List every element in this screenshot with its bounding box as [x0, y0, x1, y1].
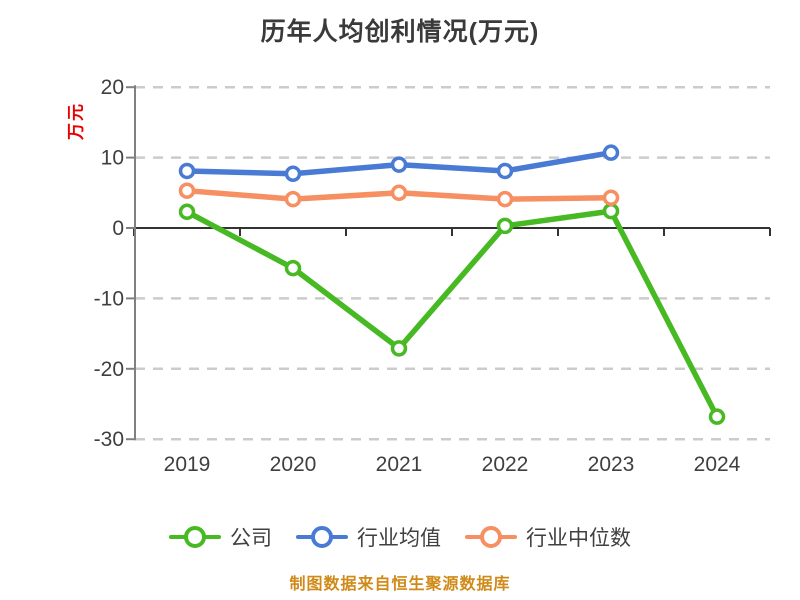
data-point[interactable] [178, 182, 196, 199]
data-point[interactable] [178, 162, 196, 180]
chart-title: 历年人均创利情况(万元) [260, 18, 540, 46]
data-point[interactable] [708, 408, 726, 425]
y-tick-label: -30 [94, 428, 124, 451]
data-point[interactable] [390, 340, 408, 357]
data-point[interactable] [178, 203, 196, 221]
x-tick-label: 2020 [270, 453, 317, 476]
data-point[interactable] [390, 156, 408, 173]
data-point[interactable] [602, 189, 620, 206]
data-point[interactable] [284, 259, 302, 277]
legend-label-industry-mean: 行业均值 [357, 527, 441, 550]
x-tick-label: 2023 [588, 453, 635, 476]
legend-marker-company-icon [169, 526, 221, 548]
legend: 公司 行业均值 行业中位数 [0, 521, 800, 553]
y-tick-label: 0 [112, 217, 124, 240]
legend-item-industry-mean[interactable]: 行业均值 [296, 522, 441, 552]
data-point[interactable] [602, 202, 620, 220]
data-point[interactable] [496, 162, 514, 180]
data-point[interactable] [390, 184, 408, 202]
series-line [184, 208, 720, 420]
data-point[interactable] [284, 190, 302, 208]
data-source-note: 制图数据来自恒生聚源数据库 [289, 576, 511, 593]
x-tick-label: 2024 [694, 453, 741, 476]
y-tick-label: 10 [101, 147, 124, 170]
data-point[interactable] [602, 144, 620, 161]
x-tick-label: 2019 [164, 453, 211, 476]
data-point[interactable] [496, 217, 514, 235]
legend-label-company: 公司 [230, 527, 272, 550]
legend-item-company[interactable]: 公司 [169, 522, 272, 552]
legend-marker-industry-median-icon [465, 526, 517, 548]
legend-marker-industry-mean-icon [296, 526, 348, 548]
y-tick-label: 20 [101, 76, 124, 99]
y-tick-label: -20 [94, 358, 124, 381]
x-tick-label: 2021 [376, 453, 423, 476]
data-point[interactable] [284, 165, 302, 183]
x-tick-label: 2022 [482, 453, 529, 476]
data-point[interactable] [496, 190, 514, 208]
legend-label-industry-median: 行业中位数 [526, 527, 631, 550]
legend-item-industry-median[interactable]: 行业中位数 [465, 522, 631, 552]
y-tick-label: -10 [94, 287, 124, 310]
